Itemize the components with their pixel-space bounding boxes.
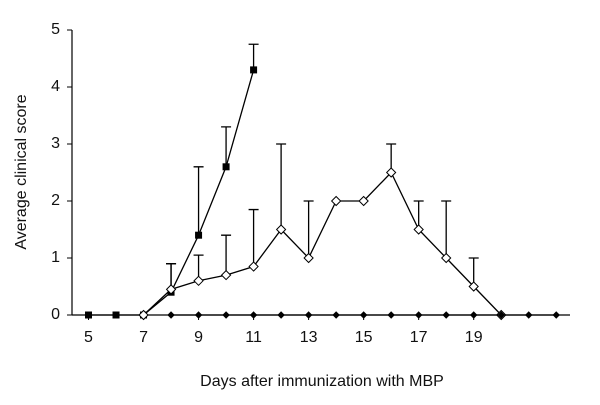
marker	[413, 224, 424, 235]
error-bar	[221, 234, 232, 276]
marker	[249, 311, 258, 319]
marker	[277, 311, 285, 319]
marker	[385, 167, 397, 178]
marker	[138, 309, 149, 321]
marker	[525, 311, 533, 319]
marker	[195, 231, 203, 239]
marker	[250, 66, 258, 74]
marker	[358, 195, 369, 207]
x-axis-title: Days after immunization with MBP	[200, 373, 444, 390]
marker	[359, 311, 368, 319]
marker	[469, 311, 478, 319]
error-bar	[221, 126, 232, 167]
x-tick-label: 17	[410, 329, 428, 346]
marker	[304, 311, 313, 319]
marker	[194, 311, 203, 319]
marker	[440, 252, 452, 264]
marker	[303, 252, 314, 264]
series-line	[143, 171, 502, 316]
marker	[165, 284, 177, 295]
marker	[387, 311, 395, 319]
y-tick-label: 5	[51, 21, 60, 38]
x-tick-label: 19	[465, 329, 483, 346]
x-tick-label: 13	[300, 329, 318, 346]
marker	[220, 269, 232, 281]
error-bar	[276, 143, 287, 230]
error-bar	[303, 200, 314, 258]
marker	[85, 311, 93, 319]
error-bar	[193, 166, 204, 236]
x-tick-label: 15	[355, 329, 373, 346]
y-tick-label: 3	[51, 135, 60, 152]
x-tick-label: 7	[139, 329, 148, 346]
marker	[552, 311, 560, 319]
y-tick-label: 4	[51, 78, 60, 95]
marker	[193, 275, 204, 287]
error-bar	[441, 200, 452, 258]
x-tick-label: 5	[84, 329, 93, 346]
error-bar	[248, 208, 259, 267]
marker	[275, 224, 287, 235]
marker	[468, 281, 479, 292]
y-tick-label: 0	[51, 306, 60, 323]
marker	[248, 261, 259, 272]
x-tick-label: 9	[194, 329, 203, 346]
marker	[332, 311, 340, 319]
marker	[112, 311, 120, 319]
x-tick-label: 11	[245, 329, 262, 346]
marker	[167, 311, 175, 319]
marker	[414, 311, 423, 319]
y-tick-label: 2	[51, 192, 60, 209]
marker	[330, 195, 342, 207]
y-axis-title: Average clinical score	[13, 94, 30, 249]
marker	[497, 311, 505, 319]
y-tick-label: 1	[51, 249, 60, 266]
marker	[222, 163, 230, 171]
marker	[222, 311, 230, 319]
marker	[442, 311, 450, 319]
error-bar	[248, 43, 259, 70]
